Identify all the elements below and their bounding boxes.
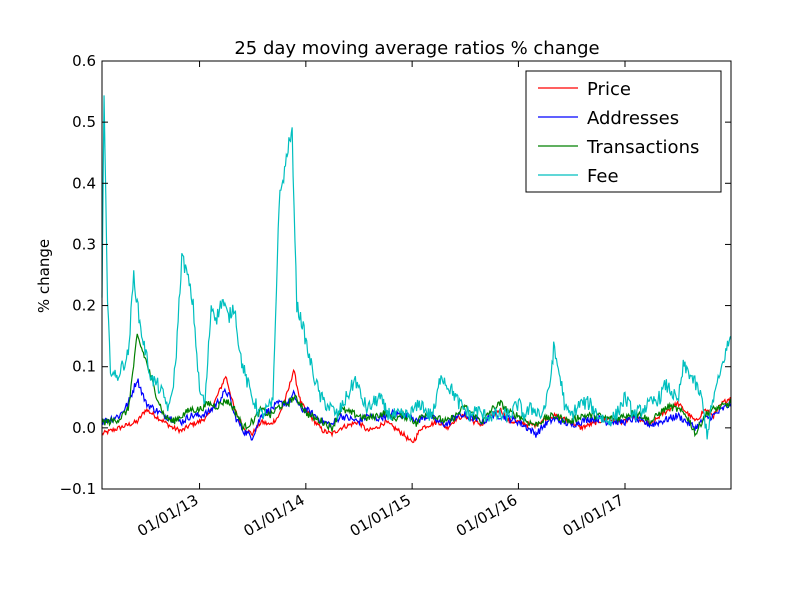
- series-line-fee: [101, 95, 732, 440]
- legend-box: [525, 70, 722, 193]
- plot-area-frame: [101, 60, 732, 490]
- legend-label-price: Price: [587, 79, 631, 100]
- legend: Price Addresses Transactions Fee: [525, 70, 722, 193]
- legend-label-addresses: Addresses: [587, 108, 679, 129]
- y-tick-label: −0.1: [60, 480, 96, 498]
- y-tick-label: 0.1: [72, 358, 96, 376]
- y-tick-label: 0.2: [72, 297, 96, 315]
- series-lines: [101, 95, 732, 444]
- y-axis-label: % change: [35, 239, 53, 313]
- y-tick-label: 0.4: [72, 174, 96, 192]
- legend-label-fee: Fee: [587, 166, 619, 187]
- y-tick-label: 0.0: [72, 419, 96, 437]
- y-tick-label: 0.3: [72, 235, 96, 253]
- legend-label-transactions: Transactions: [586, 137, 699, 158]
- y-tick-label: 0.5: [72, 113, 96, 131]
- series-line-transactions: [101, 333, 732, 438]
- y-tick-label: 0.6: [72, 52, 96, 70]
- chart-title: 25 day moving average ratios % change: [234, 38, 599, 59]
